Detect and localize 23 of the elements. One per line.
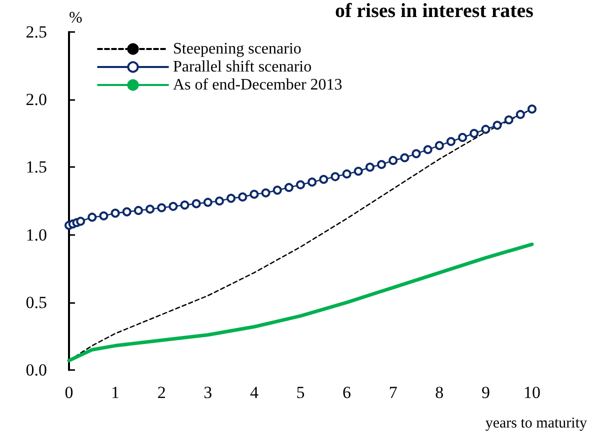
- legend-label: Parallel shift scenario: [173, 58, 312, 76]
- x-tick-label: 3: [204, 383, 212, 402]
- x-tick-label: 8: [435, 383, 444, 402]
- y-tick-label: 0.0: [26, 360, 47, 380]
- x-tick-label: 9: [481, 383, 490, 402]
- y-tick-label: 1.5: [26, 158, 47, 177]
- x-tick-label: 7: [388, 383, 398, 402]
- legend-label: Steepening scenario: [173, 40, 302, 58]
- x-tick-label: 0: [64, 383, 74, 402]
- y-axis-title: %: [69, 10, 82, 26]
- x-tick-label: 4: [250, 383, 259, 402]
- x-tick-label: 5: [296, 383, 305, 402]
- y-tick-label: 2.0: [26, 90, 47, 110]
- y-tick-label: 0.5: [26, 292, 47, 312]
- x-tick-label: 1: [111, 383, 120, 402]
- x-tick-label: 2: [157, 383, 166, 402]
- x-tick-label: 6: [342, 383, 352, 402]
- x-tick-label: 10: [524, 383, 540, 402]
- legend-label: As of end-December 2013: [173, 76, 342, 94]
- y-tick-label: 1.0: [26, 225, 47, 244]
- x-axis-title: years to maturity: [485, 416, 588, 432]
- chart-title: of rises in interest rates: [335, 0, 534, 22]
- y-tick-label: 2.5: [26, 22, 47, 42]
